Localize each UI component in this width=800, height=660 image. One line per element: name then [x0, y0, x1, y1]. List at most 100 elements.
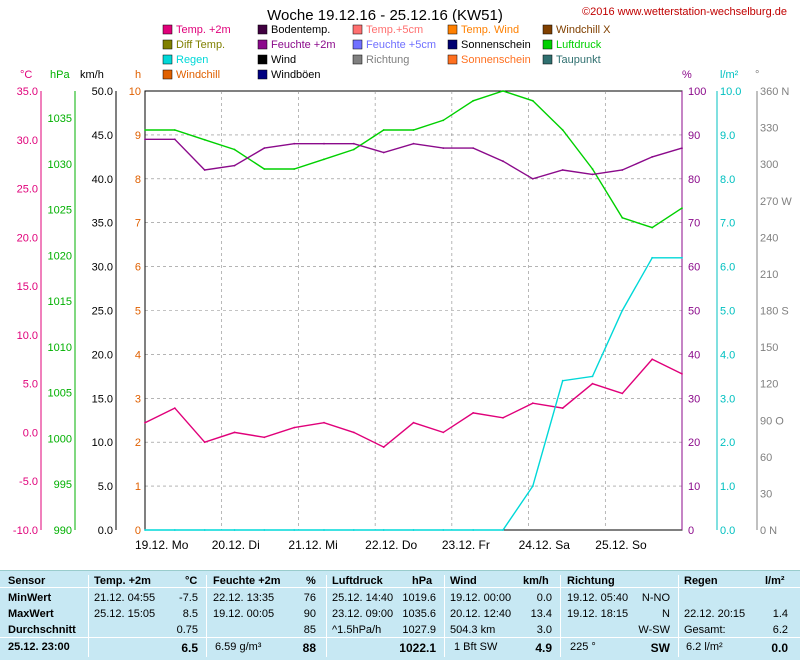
series-point — [203, 529, 206, 531]
series-point — [293, 142, 296, 145]
max-press-time: 23.12. 09:00 — [332, 608, 394, 620]
series-point — [651, 156, 654, 158]
series-point — [561, 407, 564, 409]
row-label-min: MinWert — [8, 592, 52, 604]
rain-tick: 5.0 — [720, 306, 735, 318]
x-tick-label: 22.12. Do — [365, 538, 417, 552]
max-temp-value: 8.5 — [182, 608, 198, 620]
humidity-tick: 60 — [688, 262, 700, 274]
min-press-time: 25.12. 14:40 — [332, 592, 394, 604]
temp-tick: -5.0 — [19, 476, 38, 488]
x-tick-label: 21.12. Mi — [288, 538, 337, 552]
series-point — [412, 421, 415, 424]
legend-swatch — [257, 39, 268, 50]
max-temp-time: 25.12. 15:05 — [94, 608, 156, 620]
now-rain-total: 6.2 l/m² — [686, 641, 723, 653]
series-point — [263, 147, 266, 150]
series-point — [442, 431, 445, 434]
series-point — [203, 169, 206, 171]
plot-frame — [144, 90, 683, 531]
min-temp-value: -7.5 — [179, 592, 198, 604]
avg-rain-label: Gesamt: — [684, 624, 726, 636]
sun-tick: 3 — [135, 393, 141, 405]
legend-label: Richtung — [366, 54, 409, 66]
x-tick-label: 23.12. Fr — [442, 538, 490, 552]
legend-label: Feuchte +2m — [271, 39, 336, 51]
humidity-tick: 20 — [688, 437, 700, 449]
wind-tick: 35.0 — [92, 218, 113, 230]
series-point — [651, 226, 654, 229]
sun-tick: 8 — [135, 174, 141, 186]
series-point — [472, 99, 475, 102]
legend-swatch — [447, 54, 458, 65]
series-point — [323, 158, 325, 161]
rain-tick: 2.0 — [720, 437, 735, 449]
legend-label: Diff Temp. — [176, 39, 225, 51]
avg-rain-value: 6.2 — [772, 624, 788, 636]
humidity-tick: 90 — [688, 130, 700, 142]
series-point — [681, 207, 683, 210]
pressure-tick: 1030 — [48, 159, 72, 171]
pressure-tick: 1025 — [48, 205, 72, 217]
temp-tick: 15.0 — [17, 281, 38, 293]
series-point — [502, 160, 504, 163]
pressure-unit: hPa — [50, 69, 70, 81]
max-hum-time: 19.12. 00:05 — [213, 608, 275, 620]
temp-tick: 10.0 — [17, 330, 38, 342]
series-point — [263, 168, 266, 170]
header-wind: Wind — [450, 575, 477, 587]
humidity-tick: 80 — [688, 174, 700, 186]
legend-swatch — [257, 54, 268, 65]
series-point — [144, 129, 146, 131]
pressure-tick: 1035 — [48, 113, 72, 125]
direction-tick: 300 — [760, 159, 778, 171]
max-rain-time: 22.12. 20:15 — [684, 608, 746, 620]
now-rain-value: 0.0 — [771, 641, 788, 655]
header-rain: Regen — [684, 575, 718, 587]
wind-tick: 0.0 — [98, 525, 113, 537]
series-point — [472, 529, 475, 531]
now-dir-value: SW — [650, 641, 670, 655]
humidity-tick: 50 — [688, 306, 700, 318]
temp-unit: °C — [20, 69, 32, 81]
legend-label: Wind — [271, 54, 296, 66]
rain-tick: 10.0 — [720, 86, 741, 98]
legend-label: Sonnenschein — [461, 54, 531, 66]
series-point — [651, 358, 654, 361]
now-abs-humidity: 6.59 g/m³ — [215, 641, 262, 653]
series-point — [531, 99, 534, 102]
row-label-avg: Durchschnitt — [8, 624, 76, 636]
series-point — [591, 382, 594, 385]
series-point — [442, 529, 445, 531]
max-wind-value: 13.4 — [530, 608, 552, 620]
avg-press-value: 1027.9 — [402, 624, 436, 636]
sun-tick: 2 — [135, 437, 141, 449]
legend-swatch — [542, 54, 553, 65]
direction-tick: 90 O — [760, 415, 784, 427]
chart-legend: Temp. +2m Bodentemp. Temp.+5cm Temp. Wind Wi… — [162, 24, 611, 81]
now-temp-value: 6.5 — [181, 641, 198, 655]
min-dir-value: N-NO — [641, 592, 670, 604]
wind-tick: 25.0 — [92, 306, 113, 318]
series-point — [591, 173, 594, 176]
series-point — [352, 142, 355, 145]
min-dir-time: 19.12. 05:40 — [567, 592, 629, 604]
rain-tick: 7.0 — [720, 218, 735, 230]
series-point — [531, 402, 534, 405]
now-press-value: 1022.1 — [399, 641, 436, 655]
pressure-tick: 1005 — [48, 388, 72, 400]
weather-chart: Woche 19.12.16 - 25.12.16 (KW51) ©2016 w… — [13, 6, 792, 552]
header-direction: Richtung — [567, 575, 615, 587]
header-pressure-unit: hPa — [412, 575, 433, 587]
wind-tick: 5.0 — [98, 481, 113, 493]
series-point — [323, 529, 325, 531]
direction-tick: 330 — [760, 123, 778, 135]
series-point — [382, 446, 385, 448]
series-point — [173, 129, 176, 131]
chart-axes: 19.12. Mo 20.12. Di 21.12. Mi 22.12. Do 23.1… — [13, 69, 792, 552]
rain-tick: 4.0 — [720, 349, 735, 361]
max-rain-value: 1.4 — [772, 608, 788, 620]
series-point — [681, 147, 683, 150]
sun-tick: 5 — [135, 306, 141, 318]
header-temp: Temp. +2m — [94, 575, 151, 587]
